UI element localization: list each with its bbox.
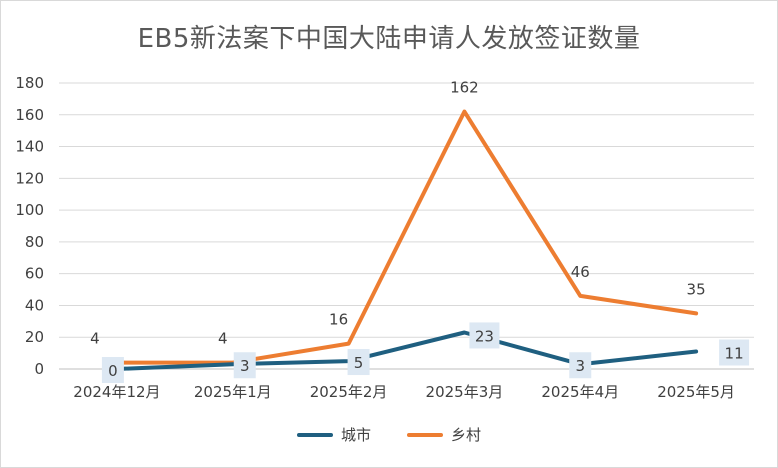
y-tick-label: 60 [25, 265, 44, 283]
legend-label-rural: 乡村 [451, 426, 482, 444]
legend-swatch-rural [407, 432, 443, 437]
data-label-box-city [719, 339, 750, 366]
y-tick-label: 20 [25, 328, 44, 346]
data-label-rural: 16 [329, 311, 348, 329]
y-tick-label: 140 [15, 138, 44, 156]
data-label-city: 5 [354, 354, 364, 372]
y-tick-label: 180 [15, 74, 44, 92]
y-tick-label: 80 [25, 233, 44, 251]
x-tick-label: 2025年2月 [310, 383, 388, 401]
legend-label-city: 城市 [340, 426, 371, 444]
y-tick-label: 160 [15, 106, 44, 124]
data-label-box-city [569, 352, 592, 379]
y-tick-label: 100 [15, 201, 44, 219]
y-tick-label: 0 [34, 360, 44, 378]
data-label-box-city [469, 322, 500, 349]
data-label-box-city [233, 352, 256, 379]
data-label-city: 11 [725, 345, 744, 363]
series-line-rural [114, 109, 699, 365]
x-tick-label: 2025年5月 [657, 383, 735, 401]
data-label-box-city [101, 357, 124, 383]
data-label-rural: 162 [450, 79, 479, 97]
legend-swatch-city [296, 432, 333, 437]
chart-title: EB5新法案下中国大陆申请人发放签证数量 [137, 24, 641, 54]
series-line-city [114, 330, 699, 371]
data-label-city: 3 [240, 357, 250, 375]
data-label-city: 23 [475, 327, 494, 345]
data-label-rural: 46 [571, 263, 590, 281]
data-label-city: 0 [108, 362, 118, 380]
legend-item-city: 城市 [296, 424, 371, 445]
y-tick-label: 120 [15, 169, 44, 187]
data-label-rural: 4 [90, 330, 100, 348]
legend: 城市 乡村 [0, 424, 778, 445]
x-tick-label: 2025年1月 [194, 383, 272, 401]
y-tick-label: 40 [25, 296, 44, 314]
data-label-box-city [347, 349, 370, 376]
x-tick-label: 2024年12月 [73, 383, 160, 401]
legend-item-rural: 乡村 [407, 424, 481, 445]
data-label-rural: 35 [687, 280, 706, 298]
x-tick-label: 2025年4月 [541, 383, 619, 401]
data-label-rural: 4 [218, 330, 228, 348]
x-tick-label: 2025年3月 [426, 383, 504, 401]
data-label-city: 3 [575, 357, 585, 375]
